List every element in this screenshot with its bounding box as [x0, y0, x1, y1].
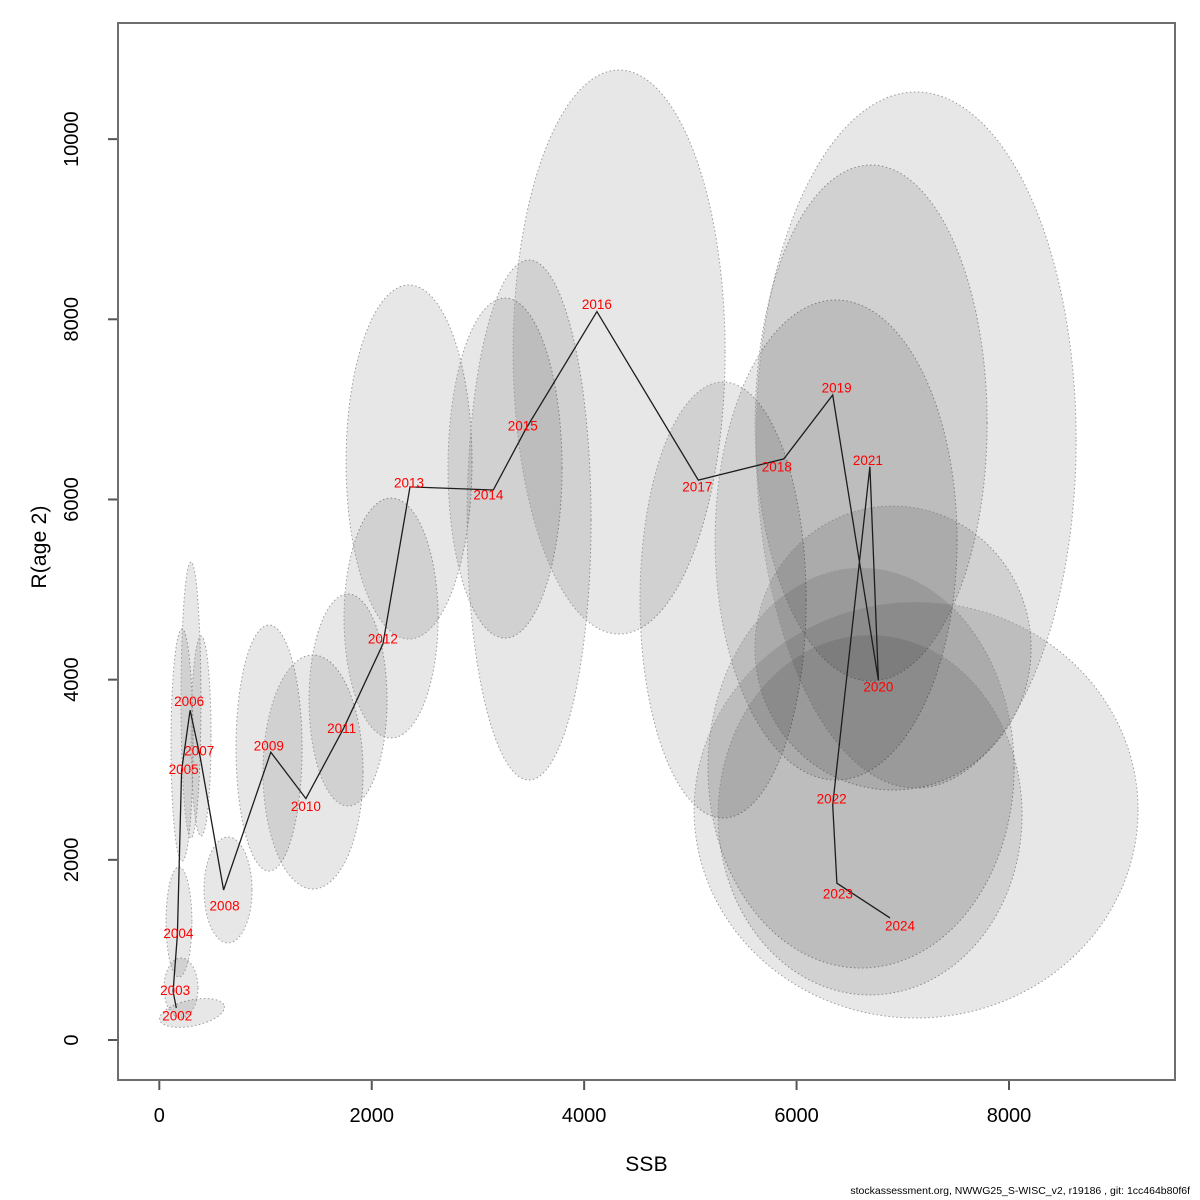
- y-axis-tick-label: 6000: [61, 477, 83, 522]
- year-label-2009: 2009: [254, 739, 284, 754]
- year-label-2017: 2017: [682, 480, 712, 495]
- x-axis-title: SSB: [625, 1153, 668, 1176]
- confidence-ellipse-2018: [714, 299, 958, 781]
- confidence-ellipse-2023: [717, 634, 1023, 996]
- confidence-ellipse-2007: [190, 635, 212, 837]
- year-label-2003: 2003: [160, 983, 190, 998]
- x-axis-tick-label: 4000: [562, 1105, 607, 1127]
- y-axis-tick-label: 2000: [61, 838, 83, 883]
- year-label-2023: 2023: [823, 887, 853, 902]
- x-axis-tick-label: 6000: [774, 1105, 819, 1127]
- year-label-2022: 2022: [817, 791, 847, 806]
- confidence-ellipse-2008: [203, 836, 253, 944]
- confidence-ellipse-2021: [755, 91, 1077, 789]
- y-axis-tick-label: 10000: [61, 111, 83, 167]
- confidence-ellipse-2015: [466, 259, 592, 781]
- year-label-2008: 2008: [210, 899, 240, 914]
- footer-attribution: stockassessment.org, NWWG25_S-WISC_v2, r…: [850, 1185, 1190, 1197]
- y-axis-tick-label: 8000: [61, 297, 83, 342]
- year-label-2020: 2020: [863, 680, 893, 695]
- recruitment-trajectory-line: [172, 310, 891, 1009]
- confidence-ellipse-2013: [345, 284, 473, 640]
- confidence-ellipse-2016: [512, 69, 726, 635]
- year-label-2024: 2024: [885, 918, 916, 933]
- x-axis-tick-label: 8000: [987, 1105, 1032, 1127]
- year-label-2014: 2014: [473, 488, 504, 503]
- year-label-2015: 2015: [508, 419, 538, 434]
- confidence-ellipse-2006: [180, 561, 202, 839]
- year-label-2002: 2002: [162, 1009, 192, 1024]
- year-label-2005: 2005: [169, 762, 199, 777]
- x-axis-tick-label: 2000: [349, 1105, 394, 1127]
- confidence-ellipse-2004: [165, 866, 193, 978]
- confidence-ellipse-2022: [707, 567, 1015, 969]
- confidence-ellipse-2017: [639, 381, 807, 819]
- confidence-ellipse-2009: [235, 624, 303, 872]
- year-label-2004: 2004: [163, 926, 194, 941]
- y-axis-tick-label: 4000: [61, 657, 83, 702]
- confidence-ellipse-2019: [754, 164, 988, 682]
- confidence-ellipse-2020: [754, 505, 1032, 791]
- year-label-2006: 2006: [174, 694, 204, 709]
- year-label-2007: 2007: [184, 744, 214, 759]
- year-label-2021: 2021: [853, 453, 883, 468]
- confidence-ellipse-2024: [693, 601, 1139, 1019]
- year-label-2011: 2011: [327, 721, 356, 736]
- x-axis-tick-label: 0: [154, 1105, 165, 1127]
- confidence-ellipse-2011: [308, 593, 388, 807]
- year-label-2010: 2010: [291, 799, 321, 814]
- y-axis-title: R(age 2): [28, 505, 51, 589]
- year-label-2012: 2012: [368, 632, 398, 647]
- year-label-2016: 2016: [582, 297, 612, 312]
- year-label-2018: 2018: [762, 459, 792, 474]
- confidence-ellipse-2003: [163, 957, 199, 1019]
- y-axis-tick-label: 0: [61, 1034, 83, 1045]
- plot-border: [117, 22, 1176, 1081]
- year-label-2019: 2019: [822, 380, 852, 395]
- year-label-2013: 2013: [394, 475, 424, 490]
